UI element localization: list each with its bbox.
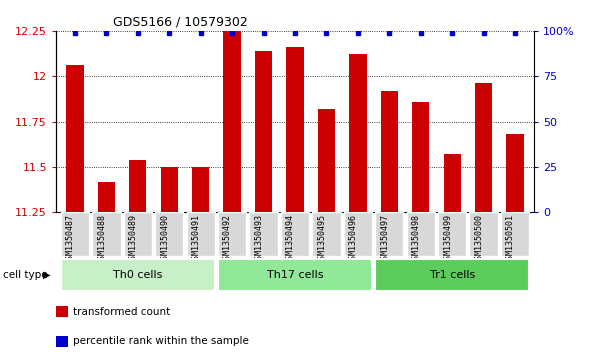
Text: transformed count: transformed count <box>73 307 171 317</box>
Bar <box>381 91 398 212</box>
Bar <box>186 212 215 256</box>
Bar <box>375 212 404 256</box>
Bar <box>92 212 120 256</box>
Text: GSM1350498: GSM1350498 <box>412 214 421 264</box>
Bar <box>407 212 435 256</box>
Bar <box>475 83 492 212</box>
Text: Th17 cells: Th17 cells <box>267 270 323 280</box>
Bar <box>56 336 67 347</box>
Bar <box>218 259 372 291</box>
Bar <box>375 259 529 291</box>
Text: GSM1350491: GSM1350491 <box>192 214 201 264</box>
Bar <box>506 134 524 212</box>
Bar <box>318 109 335 212</box>
Bar <box>61 212 89 256</box>
Bar <box>192 167 209 212</box>
Bar <box>155 212 183 256</box>
Bar <box>129 160 146 212</box>
Bar <box>344 212 372 256</box>
Bar <box>501 212 529 256</box>
Bar <box>56 306 67 317</box>
Bar <box>255 51 272 212</box>
Text: Tr1 cells: Tr1 cells <box>430 270 475 280</box>
Text: GSM1350495: GSM1350495 <box>317 214 326 264</box>
Text: percentile rank within the sample: percentile rank within the sample <box>73 336 249 346</box>
Text: GSM1350494: GSM1350494 <box>286 214 295 264</box>
Text: GSM1350501: GSM1350501 <box>506 214 515 264</box>
Bar <box>412 102 430 212</box>
Bar <box>444 154 461 212</box>
Bar <box>438 212 466 256</box>
Text: GSM1350490: GSM1350490 <box>160 214 169 264</box>
Bar <box>349 54 366 212</box>
Bar <box>61 259 215 291</box>
Text: Th0 cells: Th0 cells <box>113 270 162 280</box>
Bar <box>312 212 340 256</box>
Bar <box>218 212 246 256</box>
Bar <box>224 31 241 212</box>
Text: GSM1350489: GSM1350489 <box>129 214 138 264</box>
Text: GDS5166 / 10579302: GDS5166 / 10579302 <box>113 15 248 28</box>
Text: GSM1350488: GSM1350488 <box>97 214 106 264</box>
Bar <box>98 182 115 212</box>
Bar <box>286 47 304 212</box>
Bar <box>281 212 309 256</box>
Text: cell type: cell type <box>3 270 48 280</box>
Text: GSM1350487: GSM1350487 <box>66 214 75 264</box>
Bar <box>470 212 498 256</box>
Bar <box>66 65 84 212</box>
Text: GSM1350496: GSM1350496 <box>349 214 358 264</box>
Bar <box>124 212 152 256</box>
Text: GSM1350492: GSM1350492 <box>223 214 232 264</box>
Text: GSM1350500: GSM1350500 <box>474 214 484 264</box>
Text: ▶: ▶ <box>42 270 50 280</box>
Bar <box>160 167 178 212</box>
Bar <box>250 212 278 256</box>
Text: GSM1350499: GSM1350499 <box>443 214 452 264</box>
Text: GSM1350493: GSM1350493 <box>254 214 264 264</box>
Text: GSM1350497: GSM1350497 <box>381 214 389 264</box>
